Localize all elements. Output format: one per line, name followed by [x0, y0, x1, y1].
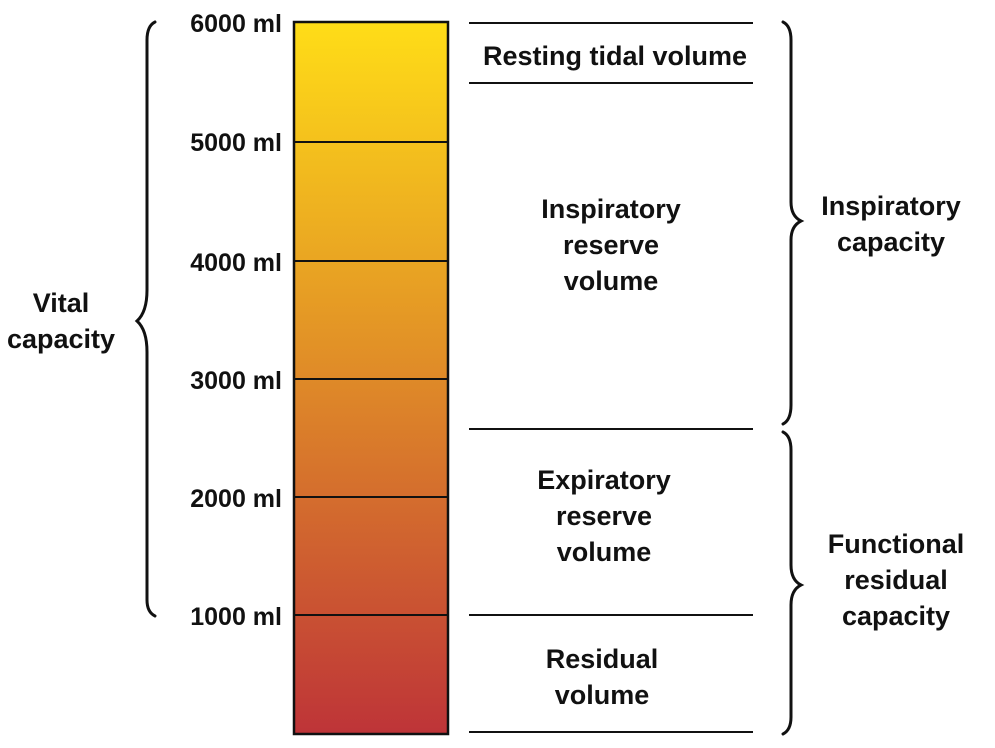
frc-line-3: capacity — [841, 601, 951, 631]
rv-line-2: volume — [554, 680, 650, 710]
erv-line-1: Expiratory — [537, 465, 671, 495]
irv-line-1: Inspiratory — [541, 194, 681, 224]
functional-residual-capacity-brace — [781, 430, 805, 736]
inspiratory-capacity-label: Inspiratory capacity — [807, 188, 975, 260]
irv-line-2: reserve — [562, 230, 660, 260]
tick-label-4000: 4000 ml — [190, 249, 282, 277]
volume-boundaries — [469, 22, 753, 733]
vital-capacity-brace — [134, 20, 157, 618]
tick-label-1000: 1000 ml — [190, 603, 282, 631]
tick-label-6000: 6000 ml — [190, 10, 282, 38]
tick-label-2000: 2000 ml — [190, 485, 282, 513]
erv-line-3: volume — [556, 537, 652, 567]
frc-line-2: residual — [844, 565, 948, 595]
inspiratory-capacity-line-2: capacity — [836, 227, 946, 257]
vital-capacity-label: Vital capacity — [0, 285, 122, 357]
inspiratory-capacity-brace — [781, 20, 805, 426]
resting-tidal-volume-label: Resting tidal volume — [482, 41, 748, 71]
vital-capacity-line-1: Vital — [32, 288, 90, 318]
inspiratory-capacity-line-1: Inspiratory — [821, 191, 961, 221]
inspiratory-reserve-volume-label: Inspiratory reserve volume — [469, 191, 753, 299]
tick-label-5000: 5000 ml — [190, 129, 282, 157]
tick-label-3000: 3000 ml — [190, 367, 282, 395]
vital-capacity-line-2: capacity — [6, 324, 116, 354]
frc-line-1: Functional — [827, 529, 965, 559]
functional-residual-capacity-label: Functional residual capacity — [807, 526, 985, 634]
irv-line-3: volume — [563, 266, 659, 296]
residual-volume-label: Residual volume — [460, 641, 744, 713]
rv-line-1: Residual — [545, 644, 659, 674]
expiratory-reserve-volume-label: Expiratory reserve volume — [462, 462, 746, 570]
scale-gridlines — [294, 141, 448, 616]
erv-line-2: reserve — [555, 501, 653, 531]
